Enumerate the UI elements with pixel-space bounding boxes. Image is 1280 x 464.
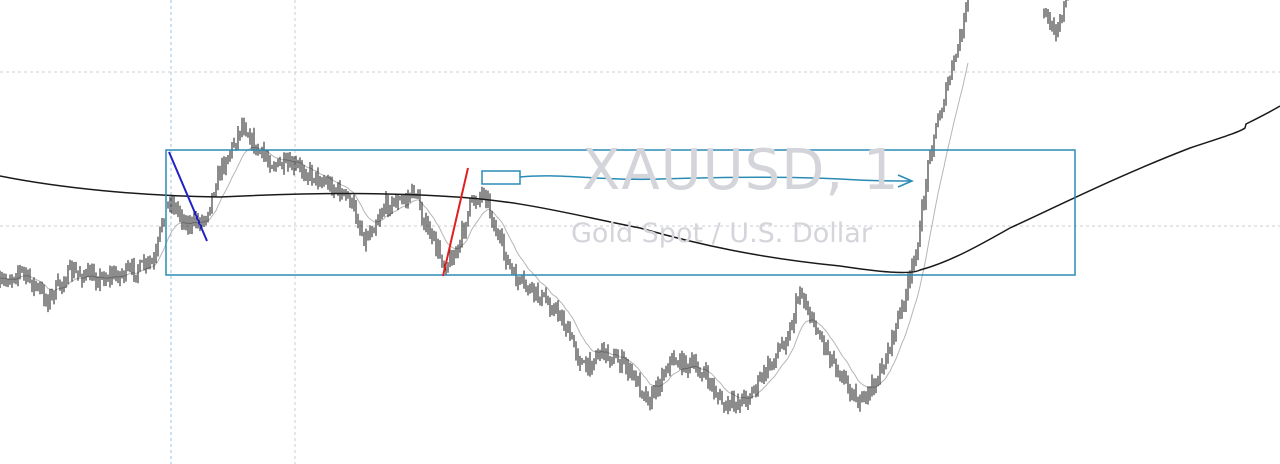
drawing-tools[interactable] bbox=[165, 149, 1076, 277]
slow-moving-average-line bbox=[0, 105, 1280, 274]
arrow-anchor-box bbox=[481, 170, 521, 185]
candlestick-series bbox=[0, 0, 1069, 415]
range-rectangle bbox=[165, 149, 1076, 276]
moving-averages bbox=[0, 62, 1280, 399]
arrow-line bbox=[519, 175, 911, 182]
arrow-head-icon bbox=[897, 174, 914, 188]
fast-moving-average-line bbox=[0, 62, 969, 399]
down-trend-line bbox=[168, 151, 208, 242]
up-trend-line bbox=[442, 167, 469, 277]
